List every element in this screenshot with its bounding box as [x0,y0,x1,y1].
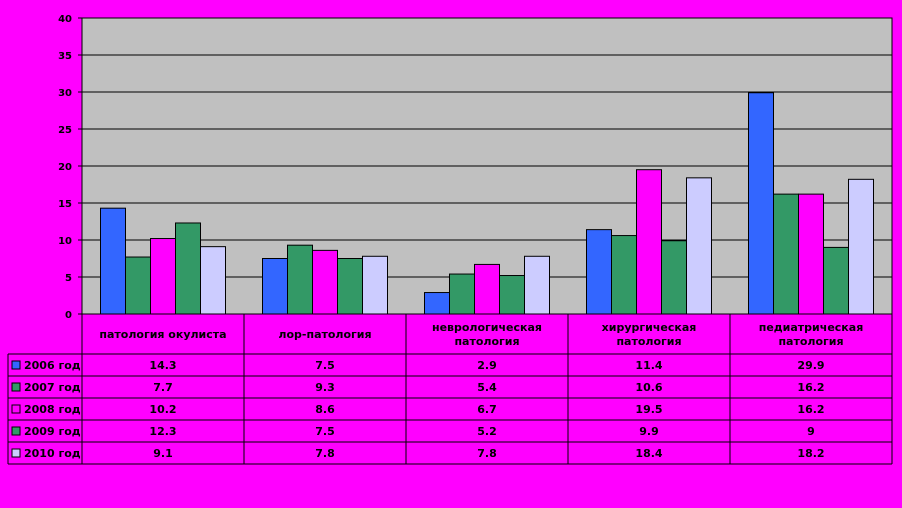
data-label: 9.9 [639,425,659,438]
bar [611,235,637,315]
bar [312,249,338,315]
data-label: 19.5 [635,403,662,416]
data-label: 10.6 [635,381,662,394]
bar [848,178,874,315]
bar [287,244,313,315]
data-label: 5.4 [477,381,497,394]
legend-label: 2010 год [24,447,81,460]
category-label: неврологическая [432,321,542,334]
data-label: 18.2 [797,447,824,460]
bar [748,92,774,315]
bar [586,229,612,315]
bar [337,258,363,315]
bar [125,256,151,315]
y-tick-label: 15 [58,199,72,210]
legend-label: 2007 год [24,381,81,394]
bar [499,275,525,315]
bar [150,238,176,315]
y-tick-label: 0 [65,310,72,321]
bar [424,292,450,315]
legend-key [11,426,21,436]
data-label: 10.2 [149,403,176,416]
data-label: 16.2 [797,403,824,416]
bar [524,255,550,315]
data-label: 16.2 [797,381,824,394]
category-label: хирургическая [602,321,697,334]
category-label: патология [778,335,843,348]
y-tick-label: 20 [58,162,72,173]
data-label: 7.7 [153,381,173,394]
legend-key [11,382,21,392]
bar [798,193,824,315]
bar [686,177,712,315]
category-label: педиатрическая [759,321,864,334]
legend-key [11,360,21,370]
data-label: 9 [807,425,815,438]
bar [262,258,288,315]
legend-label: 2006 год [24,359,81,372]
bar [362,255,388,315]
y-tick-label: 10 [58,236,72,247]
data-label: 7.8 [477,447,497,460]
data-label: 18.4 [635,447,662,460]
bar [200,246,226,315]
category-label: патология [616,335,681,348]
data-label: 7.5 [315,359,335,372]
legend-label: 2008 год [24,403,81,416]
data-label: 29.9 [797,359,824,372]
y-tick-label: 25 [58,125,72,136]
y-tick-label: 5 [65,273,72,284]
y-tick-label: 40 [58,14,72,25]
data-label: 8.6 [315,403,335,416]
data-label: 2.9 [477,359,497,372]
bar [823,246,849,315]
y-tick-label: 30 [58,88,72,99]
bar [661,240,687,315]
data-label: 11.4 [635,359,662,372]
legend-key [11,404,21,414]
legend-key [11,448,21,458]
category-label: патология окулиста [99,328,226,341]
legend-label: 2009 год [24,425,81,438]
data-label: 9.1 [153,447,173,460]
bar [449,273,475,315]
bar [474,263,500,315]
data-label: 6.7 [477,403,497,416]
y-tick-label: 35 [58,51,72,62]
bar [636,169,662,315]
data-label: 14.3 [149,359,176,372]
bar [100,207,126,315]
data-label: 7.5 [315,425,335,438]
data-label: 7.8 [315,447,335,460]
data-label: 5.2 [477,425,497,438]
data-label: 12.3 [149,425,176,438]
category-label: патология [454,335,519,348]
bar [773,193,799,315]
category-label: лор-патология [278,328,371,341]
bar [175,222,201,315]
data-label: 9.3 [315,381,335,394]
